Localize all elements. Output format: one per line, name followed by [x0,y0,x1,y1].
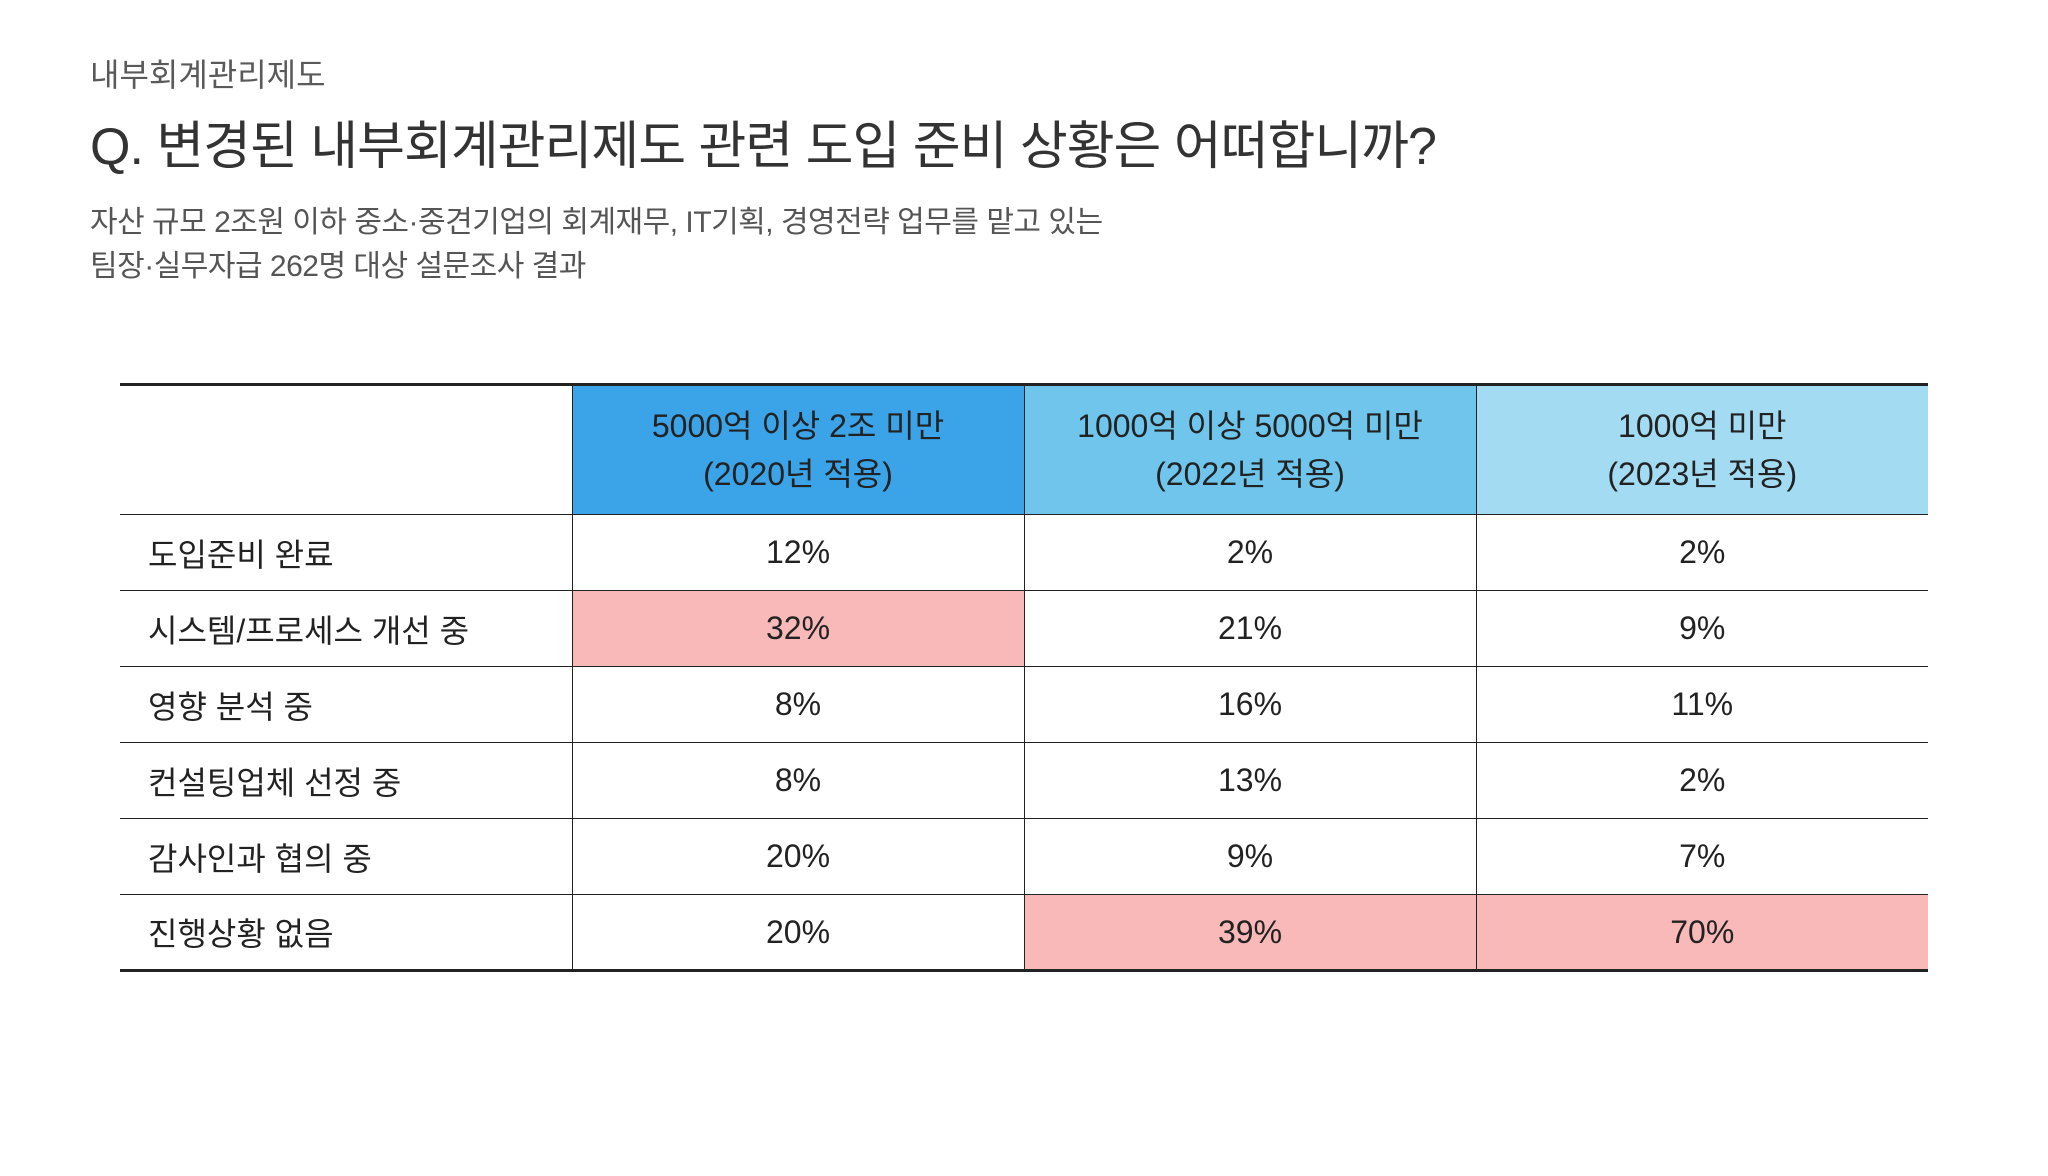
data-cell: 70% [1476,895,1928,971]
header-col-2-line1: 1000억 이상 5000억 미만 [1077,408,1423,444]
table-row: 시스템/프로세스 개선 중32%21%9% [120,591,1928,667]
table-body: 도입준비 완료12%2%2%시스템/프로세스 개선 중32%21%9%영향 분석… [120,515,1928,971]
header-col-1-line2: (2020년 적용) [703,456,893,492]
header-col-1: 5000억 이상 2조 미만 (2020년 적용) [572,385,1024,515]
row-label: 감사인과 협의 중 [120,819,572,895]
data-cell: 8% [572,743,1024,819]
eyebrow-text: 내부회계관리제도 [90,50,1958,96]
data-cell: 20% [572,895,1024,971]
header-col-3-line2: (2023년 적용) [1607,456,1797,492]
header-col-3: 1000억 미만 (2023년 적용) [1476,385,1928,515]
table-row: 컨설팅업체 선정 중8%13%2% [120,743,1928,819]
data-cell: 11% [1476,667,1928,743]
row-label: 도입준비 완료 [120,515,572,591]
header-col-1-line1: 5000억 이상 2조 미만 [652,408,944,444]
survey-table: 5000억 이상 2조 미만 (2020년 적용) 1000억 이상 5000억… [120,383,1928,972]
row-label: 진행상황 없음 [120,895,572,971]
header-col-2: 1000억 이상 5000억 미만 (2022년 적용) [1024,385,1476,515]
subtitle-line-2: 팀장·실무자급 262명 대상 설문조사 결과 [90,250,586,283]
data-cell: 32% [572,591,1024,667]
header-blank [120,385,572,515]
table-row: 감사인과 협의 중20%9%7% [120,819,1928,895]
question-title: Q. 변경된 내부회계관리제도 관련 도입 준비 상황은 어떠합니까? [90,104,1958,179]
table-row: 도입준비 완료12%2%2% [120,515,1928,591]
data-cell: 2% [1476,743,1928,819]
data-cell: 7% [1476,819,1928,895]
table-header-row: 5000억 이상 2조 미만 (2020년 적용) 1000억 이상 5000억… [120,385,1928,515]
data-cell: 39% [1024,895,1476,971]
subtitle-line-1: 자산 규모 2조원 이하 중소·중견기업의 회계재무, IT기획, 경영전략 업… [90,206,1103,239]
row-label: 영향 분석 중 [120,667,572,743]
data-cell: 9% [1476,591,1928,667]
table-row: 진행상황 없음20%39%70% [120,895,1928,971]
data-cell: 9% [1024,819,1476,895]
data-cell: 21% [1024,591,1476,667]
survey-table-container: 5000억 이상 2조 미만 (2020년 적용) 1000억 이상 5000억… [90,383,1958,972]
header-col-2-line2: (2022년 적용) [1155,456,1345,492]
subtitle-text: 자산 규모 2조원 이하 중소·중견기업의 회계재무, IT기획, 경영전략 업… [90,201,1958,288]
table-row: 영향 분석 중8%16%11% [120,667,1928,743]
data-cell: 13% [1024,743,1476,819]
data-cell: 2% [1476,515,1928,591]
header-col-3-line1: 1000억 미만 [1618,408,1786,444]
row-label: 시스템/프로세스 개선 중 [120,591,572,667]
row-label: 컨설팅업체 선정 중 [120,743,572,819]
data-cell: 12% [572,515,1024,591]
data-cell: 8% [572,667,1024,743]
data-cell: 16% [1024,667,1476,743]
data-cell: 2% [1024,515,1476,591]
data-cell: 20% [572,819,1024,895]
